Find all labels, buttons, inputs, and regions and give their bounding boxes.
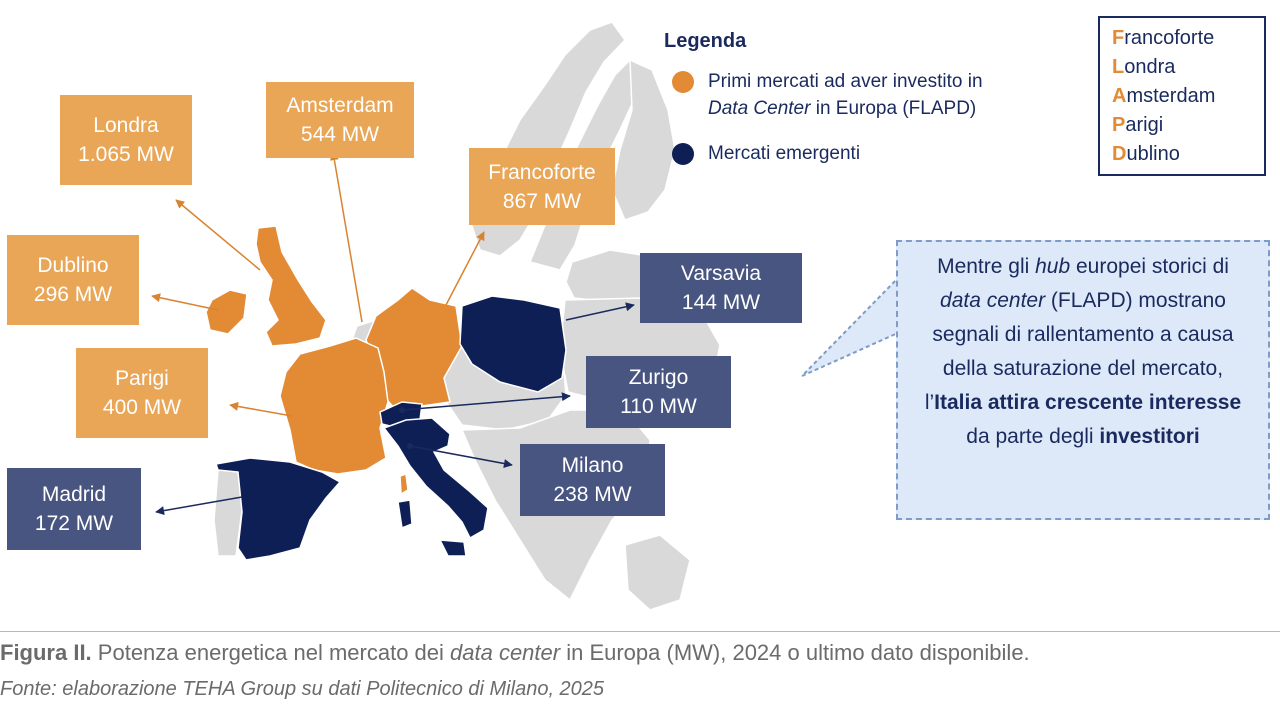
arrow-amsterdam xyxy=(329,151,363,323)
point-milano xyxy=(407,443,413,449)
acronym-row: Dublino xyxy=(1112,143,1180,165)
country-france xyxy=(279,337,389,475)
market-name: Zurigo xyxy=(628,366,689,389)
country-ireland xyxy=(205,289,248,335)
acronym-row: Londra xyxy=(1112,56,1176,78)
country-turkey-edge xyxy=(624,534,691,611)
arrow-varsavia xyxy=(565,302,635,321)
market-name: Dublino xyxy=(37,254,109,277)
legend-title: Legenda xyxy=(664,30,747,52)
legend-item-flapd: Primi mercati ad aver investito in Data … xyxy=(672,68,983,122)
market-label-londra: Londra 1.065 MW xyxy=(60,95,192,185)
arrow-parigi xyxy=(229,401,293,417)
market-name: Varsavia xyxy=(680,262,762,285)
caption-divider xyxy=(0,631,1280,632)
market-name: Milano xyxy=(561,454,624,477)
arrow-londra xyxy=(175,199,261,271)
market-label-milano: Milano 238 MW xyxy=(520,444,665,516)
arrow-francoforte xyxy=(445,231,485,306)
callout-box: Mentre gli hub europei storici di data c… xyxy=(896,240,1270,520)
market-value: 172 MW xyxy=(34,512,114,535)
figure-caption: Figura II. Potenza energetica nel mercat… xyxy=(0,640,1030,665)
flapd-acronym-box: Francoforte Londra Amsterdam Parigi Dubl… xyxy=(1098,16,1266,176)
callout-tail xyxy=(801,276,900,377)
country-poland xyxy=(459,295,567,393)
arrow-milano xyxy=(409,445,513,468)
country-uk xyxy=(255,225,327,347)
country-finland xyxy=(611,58,676,221)
market-label-francoforte: Francoforte 867 MW xyxy=(469,148,615,225)
point-zurigo xyxy=(399,407,405,413)
legend-dot-orange-icon xyxy=(672,71,694,93)
country-sicily xyxy=(438,539,467,557)
market-value: 1.065 MW xyxy=(78,143,174,166)
acronym-row: Francoforte xyxy=(1112,27,1215,49)
market-name: Francoforte xyxy=(488,160,596,184)
market-value: 238 MW xyxy=(553,483,632,506)
figure-source: Fonte: elaborazione TEHA Group su dati P… xyxy=(0,678,605,700)
market-value: 400 MW xyxy=(102,396,182,419)
arrow-zurigo xyxy=(401,392,571,411)
country-corsica xyxy=(399,472,409,496)
market-name: Amsterdam xyxy=(286,94,394,117)
acronym-row: Parigi xyxy=(1112,114,1164,136)
market-label-parigi: Parigi 400 MW xyxy=(76,348,208,438)
market-label-madrid: Madrid 172 MW xyxy=(7,468,141,550)
arrow-dublino xyxy=(151,293,219,311)
country-spain xyxy=(215,457,342,561)
market-label-varsavia: Varsavia 144 MW xyxy=(640,253,802,323)
legend-label-flapd: Primi mercati ad aver investito in Data … xyxy=(708,71,983,119)
legend-label-emerging: Mercati emergenti xyxy=(708,143,861,164)
market-value: 544 MW xyxy=(300,123,380,146)
arrow-madrid xyxy=(155,496,243,516)
market-name: Madrid xyxy=(41,483,107,506)
market-label-amsterdam: Amsterdam 544 MW xyxy=(266,82,414,158)
market-value: 296 MW xyxy=(33,283,113,306)
legend-item-emerging: Mercati emergenti xyxy=(672,140,860,167)
market-label-dublino: Dublino 296 MW xyxy=(7,235,139,325)
market-value: 867 MW xyxy=(502,189,582,213)
acronym-row: Amsterdam xyxy=(1112,85,1216,107)
market-value: 144 MW xyxy=(681,291,761,314)
legend-dot-navy-icon xyxy=(672,143,694,165)
market-name: Parigi xyxy=(115,367,169,390)
market-label-zurigo: Zurigo 110 MW xyxy=(586,356,731,428)
country-sardinia xyxy=(397,499,413,530)
market-value: 110 MW xyxy=(620,395,697,418)
market-name: Londra xyxy=(93,114,159,137)
